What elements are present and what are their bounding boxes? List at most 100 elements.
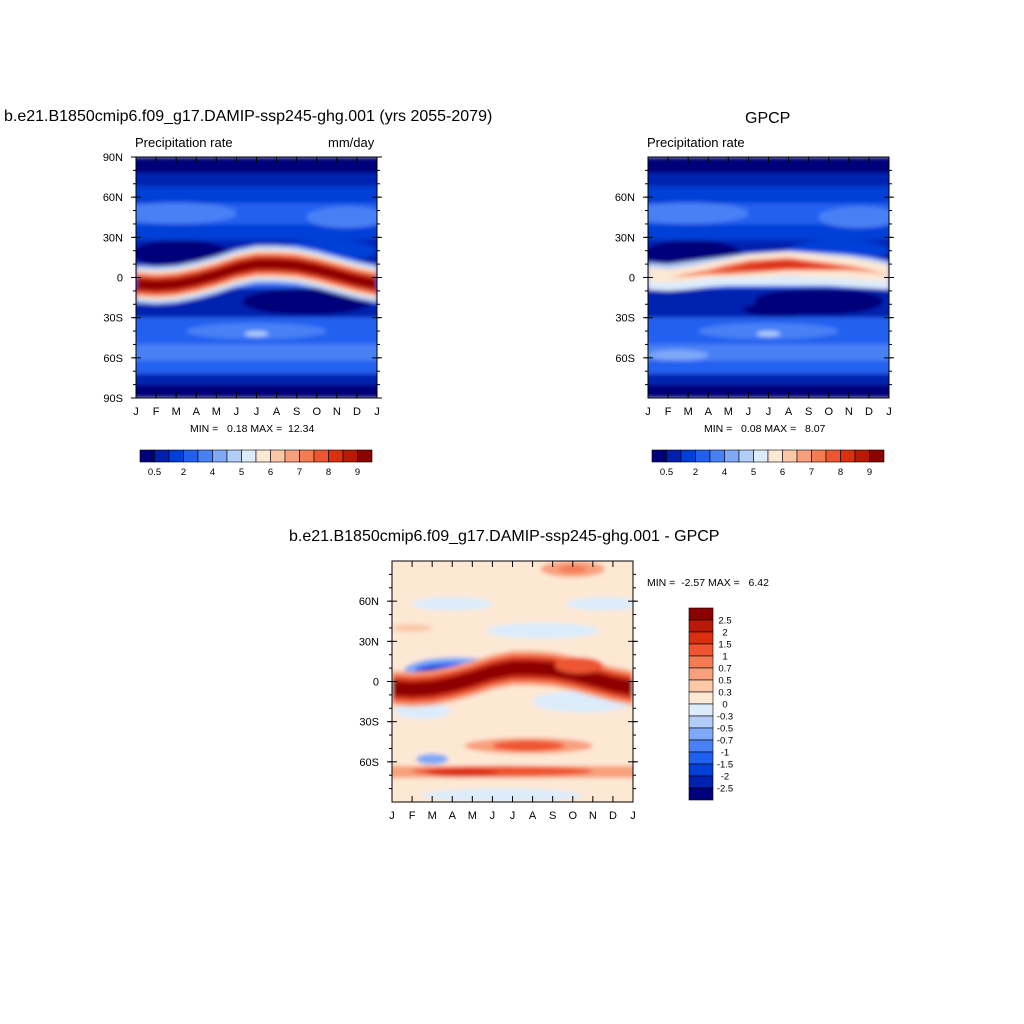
colorbar-box — [226, 449, 242, 463]
band — [648, 173, 889, 187]
colorbar-box — [688, 763, 714, 777]
colorbar-box — [284, 449, 300, 463]
colorbar-box — [753, 449, 769, 463]
colorbar-label: 6 — [268, 467, 273, 478]
colorbar-label: -2.5 — [717, 784, 733, 795]
x-tick-label: J — [630, 810, 636, 822]
colorbar-box — [168, 449, 184, 463]
y-tick-label: 30S — [359, 717, 379, 729]
colorbar-label: 2.5 — [718, 616, 731, 627]
model-left-label: Precipitation rate — [135, 135, 233, 150]
diff-colorbar: 2.521.510.70.50.30-0.3-0.5-0.7-1-1.5-2-2… — [688, 607, 733, 801]
colorbar-label: -1.5 — [717, 760, 733, 771]
y-tick-label: 30S — [615, 313, 635, 325]
colorbar-box — [688, 619, 714, 633]
x-tick-label: J — [389, 810, 395, 822]
colorbar-box — [688, 667, 714, 681]
band — [136, 360, 377, 374]
spcz — [648, 277, 889, 291]
colorbar-box — [724, 449, 740, 463]
colorbar-box — [709, 449, 725, 463]
colorbar-label: -1 — [721, 748, 729, 759]
colorbar-box — [666, 449, 682, 463]
x-tick-label: O — [568, 810, 577, 822]
colorbar-box — [255, 449, 271, 463]
x-tick-label: F — [153, 406, 160, 418]
band — [648, 186, 889, 204]
model-right-label: mm/day — [328, 135, 375, 150]
colorbar-label: 9 — [867, 467, 872, 478]
x-tick-label: J — [374, 406, 380, 418]
y-tick-label: 90N — [103, 152, 123, 164]
x-tick-label: A — [529, 810, 537, 822]
y-tick-label: 60N — [359, 596, 379, 608]
x-tick-label: O — [824, 406, 833, 418]
colorbar-box — [688, 679, 714, 693]
dry-blob — [742, 302, 815, 317]
neg-patch — [412, 597, 493, 611]
x-tick-label: M — [172, 406, 181, 418]
colorbar-box — [738, 449, 754, 463]
storm-track — [648, 349, 709, 361]
colorbar-box — [139, 449, 155, 463]
colorbar-label: 1.5 — [718, 640, 731, 651]
x-tick-label: S — [549, 810, 556, 822]
colorbar-label: 1 — [722, 652, 727, 663]
x-tick-label: N — [589, 810, 597, 822]
colorbar-box — [212, 449, 228, 463]
x-tick-label: J — [645, 406, 651, 418]
y-tick-label: 60S — [615, 353, 635, 365]
y-tick-label: 0 — [117, 273, 123, 285]
y-tick-label: 0 — [373, 677, 379, 689]
y-tick-label: 60N — [103, 192, 123, 204]
x-tick-label: A — [785, 406, 793, 418]
colorbar-box — [767, 449, 783, 463]
colorbar-label: 8 — [326, 467, 331, 478]
x-tick-label: M — [428, 810, 437, 822]
colorbar-box — [688, 607, 714, 621]
x-tick-label: M — [684, 406, 693, 418]
storm-track — [818, 206, 889, 228]
colorbar-box — [651, 449, 667, 463]
x-tick-label: D — [609, 810, 617, 822]
colorbar-box — [695, 449, 711, 463]
colorbar-label: 0 — [722, 700, 727, 711]
colorbar-box — [688, 631, 714, 645]
colorbar-label: -0.3 — [717, 712, 733, 723]
colorbar-box — [688, 775, 714, 789]
field — [392, 561, 633, 802]
gpcp-left-label: Precipitation rate — [647, 135, 745, 150]
neg-patch — [416, 753, 449, 765]
colorbar-box — [680, 449, 696, 463]
colorbar-label: 7 — [809, 467, 814, 478]
colorbar-label: -0.7 — [717, 736, 733, 747]
gpcp-panel-title: GPCP — [745, 110, 791, 127]
x-tick-label: N — [845, 406, 853, 418]
band — [648, 344, 889, 361]
x-tick-label: J — [886, 406, 892, 418]
colorbar-label: -2 — [721, 772, 729, 783]
colorbar-box — [688, 751, 714, 765]
band — [648, 223, 889, 241]
y-tick-label: 30S — [103, 313, 123, 325]
x-tick-label: D — [865, 406, 873, 418]
colorbar-box — [688, 715, 714, 729]
neg-patch — [486, 622, 599, 639]
diff-minmax: MIN = -2.57 MAX = 6.42 — [647, 577, 769, 589]
x-tick-label: O — [312, 406, 321, 418]
itcz-core — [648, 260, 889, 278]
x-tick-label: J — [133, 406, 139, 418]
colorbar-label: 6 — [780, 467, 785, 478]
colorbar-label: 5 — [239, 467, 244, 478]
pos-patch — [426, 768, 499, 777]
colorbar-label: 7 — [297, 467, 302, 478]
field — [648, 157, 889, 398]
x-tick-label: J — [490, 810, 496, 822]
band — [136, 186, 377, 204]
storm-track — [648, 202, 749, 224]
diff-panel-title: b.e21.B1850cmip6.f09_g17.DAMIP-ssp245-gh… — [289, 528, 720, 545]
field — [136, 157, 377, 398]
storm-track — [136, 202, 237, 224]
